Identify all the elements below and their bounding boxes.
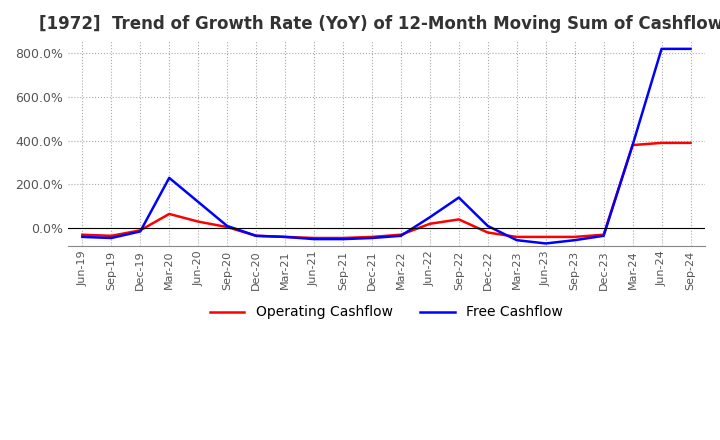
Free Cashflow xyxy=(165,175,174,180)
Operating Cashflow xyxy=(483,230,492,235)
Free Cashflow xyxy=(541,241,550,246)
Free Cashflow xyxy=(281,234,289,239)
Operating Cashflow xyxy=(397,232,405,237)
Operating Cashflow xyxy=(629,143,637,148)
Operating Cashflow xyxy=(165,211,174,216)
Free Cashflow xyxy=(194,199,202,205)
Free Cashflow xyxy=(599,233,608,238)
Free Cashflow xyxy=(570,238,579,243)
Operating Cashflow xyxy=(426,221,434,227)
Free Cashflow xyxy=(483,224,492,229)
Operating Cashflow xyxy=(513,234,521,239)
Operating Cashflow xyxy=(222,224,231,230)
Free Cashflow xyxy=(454,195,463,200)
Free Cashflow xyxy=(686,46,695,51)
Free Cashflow xyxy=(338,236,347,242)
Free Cashflow xyxy=(629,143,637,148)
Free Cashflow xyxy=(222,224,231,229)
Operating Cashflow xyxy=(338,235,347,241)
Operating Cashflow xyxy=(194,219,202,224)
Free Cashflow xyxy=(136,229,145,234)
Operating Cashflow xyxy=(454,217,463,222)
Operating Cashflow xyxy=(541,234,550,239)
Operating Cashflow xyxy=(78,232,86,237)
Free Cashflow xyxy=(513,238,521,243)
Operating Cashflow xyxy=(136,228,145,233)
Free Cashflow xyxy=(78,234,86,239)
Operating Cashflow xyxy=(686,140,695,146)
Free Cashflow xyxy=(252,233,261,238)
Operating Cashflow xyxy=(281,234,289,239)
Free Cashflow xyxy=(107,235,116,241)
Operating Cashflow xyxy=(107,233,116,238)
Operating Cashflow xyxy=(599,232,608,237)
Line: Free Cashflow: Free Cashflow xyxy=(82,49,690,243)
Legend: Operating Cashflow, Free Cashflow: Operating Cashflow, Free Cashflow xyxy=(204,300,569,325)
Free Cashflow xyxy=(368,235,377,241)
Title: [1972]  Trend of Growth Rate (YoY) of 12-Month Moving Sum of Cashflows: [1972] Trend of Growth Rate (YoY) of 12-… xyxy=(40,15,720,33)
Free Cashflow xyxy=(397,233,405,238)
Operating Cashflow xyxy=(368,234,377,239)
Operating Cashflow xyxy=(252,233,261,238)
Operating Cashflow xyxy=(657,140,666,146)
Operating Cashflow xyxy=(310,235,318,241)
Operating Cashflow xyxy=(570,234,579,239)
Free Cashflow xyxy=(657,46,666,51)
Free Cashflow xyxy=(426,215,434,220)
Free Cashflow xyxy=(310,236,318,242)
Line: Operating Cashflow: Operating Cashflow xyxy=(82,143,690,238)
